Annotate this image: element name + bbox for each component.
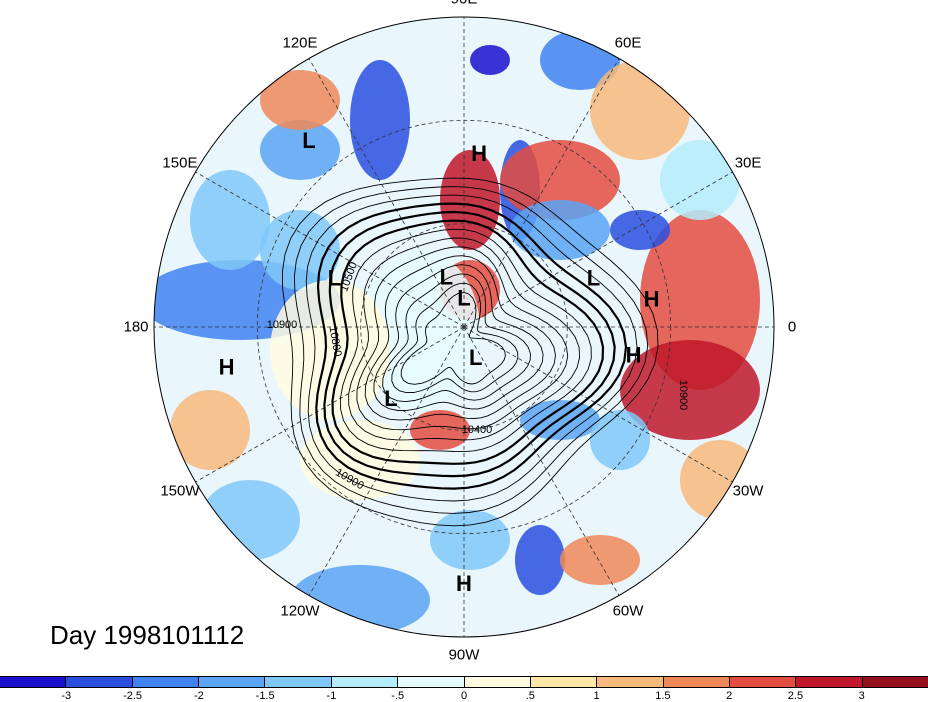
- colorbar-swatch-12: [796, 677, 863, 687]
- contour-label-3: 10400: [462, 424, 493, 436]
- colorbar-swatch-3: [199, 677, 266, 687]
- lon-label-3: 0: [787, 318, 797, 336]
- lon-label-4: 30W: [732, 482, 764, 500]
- pressure-center-3: L: [328, 266, 341, 291]
- pressure-center-10: L: [384, 386, 397, 411]
- colorbar-swatch-7: [464, 677, 531, 687]
- colorbar-swatch-1: [66, 677, 133, 687]
- contour-label-1: 10900: [267, 319, 298, 331]
- contour-label-2: 10800: [326, 325, 343, 357]
- pressure-center-5: L: [457, 285, 470, 310]
- day-label: Day 1998101112: [50, 620, 245, 650]
- lon-label-2: 30E: [734, 154, 762, 172]
- lon-label-1: 60E: [614, 34, 642, 52]
- colorbar-swatch-9: [597, 677, 664, 687]
- colorbar-swatch-4: [265, 677, 332, 687]
- colorbar-swatch-5: [331, 677, 399, 687]
- colorbar: [0, 676, 928, 688]
- pressure-center-7: H: [644, 286, 660, 311]
- lon-label-6: 90W: [448, 646, 480, 664]
- colorbar-tick-5: -.5: [391, 690, 405, 702]
- colorbar-tick-4: -1: [326, 690, 337, 702]
- colorbar-swatch-2: [132, 677, 200, 687]
- colorbar-tick-10: 2: [726, 690, 733, 702]
- colorbar-tick-12: 3: [858, 690, 865, 702]
- lon-label-0: 90E: [451, 0, 478, 8]
- colorbar-tick-3: -1.5: [255, 690, 275, 702]
- colorbar-swatch-11: [729, 677, 797, 687]
- colorbar-tick-8: 1: [593, 690, 600, 702]
- pressure-center-8: H: [626, 343, 642, 368]
- colorbar-swatch-10: [663, 677, 730, 687]
- colorbar-tick-11: 2.5: [787, 690, 804, 702]
- colorbar-tick-6: 0: [460, 690, 468, 702]
- pressure-center-0: H: [471, 141, 487, 166]
- pressure-center-6: L: [587, 266, 600, 291]
- height-contours: [282, 177, 659, 527]
- lon-label-9: 180: [123, 318, 149, 336]
- pressure-center-9: L: [469, 345, 482, 370]
- lon-label-8: 150W: [160, 482, 200, 500]
- colorbar-tick-2: -2: [193, 690, 204, 702]
- colorbar-swatch-13: [862, 677, 928, 687]
- pressure-center-11: H: [456, 571, 472, 596]
- colorbar-tick-7: .5: [525, 690, 535, 702]
- colorbar-tick-1: -2.5: [123, 690, 143, 702]
- lon-label-5: 60W: [612, 602, 644, 620]
- map-border: [153, 16, 775, 638]
- colorbar-swatch-6: [398, 677, 465, 687]
- colorbar-tick-9: 1.5: [655, 690, 671, 702]
- graticule: [154, 17, 774, 637]
- contour-label-5: 10900: [677, 380, 689, 411]
- lon-label-10: 150E: [162, 154, 198, 172]
- colorbar-swatch-0: [0, 677, 67, 687]
- pressure-center-1: L: [302, 128, 315, 153]
- colorbar-swatch-8: [530, 677, 598, 687]
- pressure-center-2: H: [219, 355, 235, 380]
- pressure-center-4: L: [440, 264, 453, 289]
- lon-label-7: 120W: [280, 602, 320, 620]
- colorbar-tick-0: -3: [61, 690, 72, 702]
- lon-label-11: 120E: [282, 34, 318, 52]
